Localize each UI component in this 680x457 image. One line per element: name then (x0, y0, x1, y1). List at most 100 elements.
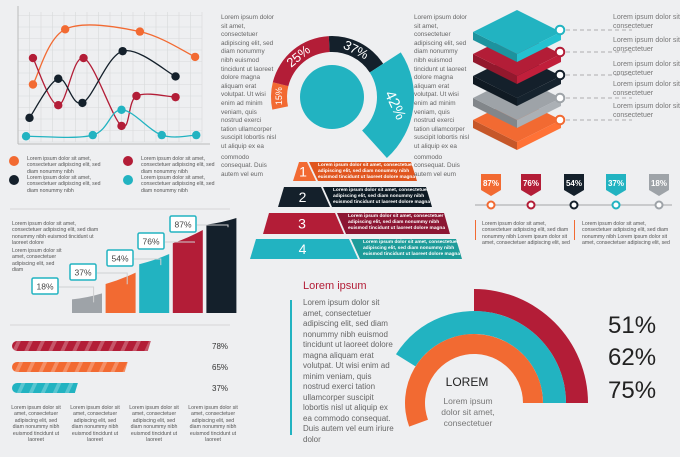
step-label-box (106, 249, 134, 267)
paragraph: Lorem ipsum dolor sit amet, consectetuer… (414, 14, 470, 150)
timeline-dot (654, 200, 664, 210)
pyramid-text-3: Lorem ipsum dolor sit amet, consectetuer… (348, 214, 446, 231)
timeline-dot (611, 200, 621, 210)
pyramid-text-block (323, 187, 432, 207)
timeline-text: Lorem ipsum dolor sit amet, consectetuer… (582, 221, 670, 247)
data-point (21, 132, 31, 141)
step-label-box (31, 277, 59, 295)
step-label-box (169, 215, 197, 233)
percent-tag-label: 87% (483, 179, 499, 188)
progress-bar-fill (12, 341, 151, 351)
pyramid-number-block (293, 162, 316, 181)
layer-side-right (517, 54, 561, 84)
timeline-dot (486, 200, 496, 210)
pyramid-number-block (278, 187, 330, 207)
label-leader (197, 224, 229, 228)
percent-tag (649, 174, 669, 196)
timeline-dot (526, 200, 536, 210)
step-label-box (69, 263, 97, 281)
layer-side-left (473, 120, 517, 150)
percent-tag (481, 174, 501, 196)
legend-dot-black (9, 175, 19, 185)
layer-label: Lorem ipsum dolor sit consectetuer (613, 14, 680, 30)
layer-side-right (517, 76, 561, 106)
series-line (26, 109, 197, 138)
progress-bars: 78% 65% 37% (12, 341, 228, 393)
timeline-dot (569, 200, 579, 210)
data-point (171, 72, 180, 81)
percent-tag-label: 37% (608, 179, 624, 188)
center-title: LOREM (445, 375, 489, 389)
data-point (171, 92, 180, 102)
series-line (32, 57, 176, 128)
text-column-left: Lorem ipsum dolor sit amet, consectetuer… (221, 14, 277, 179)
data-point (192, 130, 201, 140)
legend-dot-red (123, 156, 133, 166)
step-text: Lorem ipsum dolor sit amet, consectetuer… (12, 221, 99, 247)
layer-label: Lorem ipsum dolor sit consectetuer (613, 81, 680, 97)
data-point (190, 52, 200, 62)
layer-side-left (473, 54, 517, 84)
center-text: Lorem ipsum dolor sit amet, consectetuer (441, 396, 495, 428)
step-label: 76% (142, 237, 159, 247)
pyramid-diagram: 1 2 3 4 (250, 162, 462, 259)
step-bar (206, 218, 237, 313)
arc-value-label: 62% (608, 344, 657, 371)
progress-label: 65% (212, 363, 228, 372)
legend-dot-teal (123, 175, 133, 185)
data-point (25, 113, 34, 123)
step-bar-chart: 18% 37% 54% 76% 87% (10, 208, 237, 326)
pyramid-number: 4 (299, 241, 307, 257)
donut-center-circle (300, 65, 364, 129)
percent-tag (564, 174, 584, 196)
pyramid-text-2: Lorem ipsum dolor sit amet, consectetuer… (333, 188, 431, 205)
data-point (132, 91, 141, 101)
layer-marker (554, 24, 566, 36)
donut-slice (271, 82, 289, 110)
pyramid-number-block (263, 213, 344, 234)
accent-line (290, 300, 292, 435)
timeline-text: Lorem ipsum dolor sit amet, consectetuer… (482, 221, 570, 247)
paragraph: Lorem ipsum dolor sit amet, consectetuer… (221, 14, 277, 150)
text-column-right: Lorem ipsum dolor sit amet, consectetuer… (414, 14, 470, 179)
legend-text: Lorem ipsum dolor sit amet, consectetuer… (27, 156, 101, 175)
progress-caption: Lorem ipsum dolor sit amet, consectetuer… (188, 405, 238, 444)
step-label: 87% (174, 220, 191, 230)
concentric-arc (474, 289, 588, 403)
legend-text: Lorem ipsum dolor sit amet, consectetuer… (141, 156, 215, 175)
pyramid-number-block (250, 239, 358, 259)
layer-marker (554, 46, 566, 58)
layer-marker (554, 69, 566, 81)
slice-label: 15% (274, 87, 284, 105)
legend-text: Lorem ipsum dolor sit amet, consectetuer… (141, 175, 215, 194)
progress-bar-fill (12, 383, 78, 393)
data-point (117, 105, 126, 115)
step-bar (139, 254, 170, 313)
layer-label: Lorem ipsum dolor sit consectetuer (613, 103, 680, 119)
percent-tag-label: 54% (566, 179, 582, 188)
data-point (79, 53, 88, 63)
label-leader (165, 241, 195, 243)
data-point (54, 101, 63, 110)
legend-dot-orange (9, 156, 19, 166)
series-line (32, 24, 196, 85)
layer-marker (554, 92, 566, 104)
data-point (54, 74, 63, 83)
step-label: 18% (36, 282, 53, 292)
data-point (28, 80, 38, 89)
percent-tag (521, 174, 541, 196)
progress-caption: Lorem ipsum dolor sit amet, consectetuer… (70, 405, 120, 444)
layer-marker (554, 114, 566, 126)
progress-label: 78% (212, 342, 228, 351)
percent-tag (606, 174, 626, 196)
donut-slice (272, 36, 330, 87)
data-point (60, 25, 70, 34)
donut-slice (362, 52, 414, 158)
step-text: Lorem ipsum dolor sit amet, consectetuer… (12, 248, 62, 274)
step-bar (105, 272, 136, 313)
percent-tag-label: 76% (523, 179, 539, 188)
label-leader (97, 272, 128, 285)
divider (475, 220, 476, 240)
arc-value-label: 75% (608, 377, 657, 404)
